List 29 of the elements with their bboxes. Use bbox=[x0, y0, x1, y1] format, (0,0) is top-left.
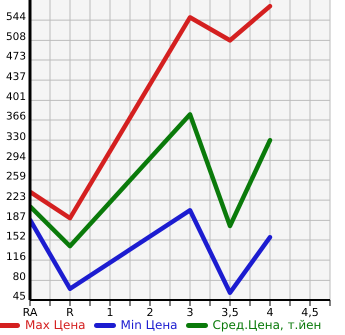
y-tick-label: 294 bbox=[6, 151, 26, 164]
y-tick-label: 330 bbox=[6, 130, 26, 143]
y-tick-label: 401 bbox=[6, 91, 26, 104]
y-tick-label: 45 bbox=[12, 290, 26, 303]
y-tick-label: 152 bbox=[6, 230, 26, 243]
y-tick-label: 544 bbox=[6, 10, 26, 23]
x-tick-label: 2 bbox=[146, 306, 154, 319]
y-tick-label: 366 bbox=[6, 110, 26, 123]
y-tick-label: 116 bbox=[6, 250, 26, 263]
y-tick-label: 473 bbox=[6, 50, 26, 63]
y-tick-label: 80 bbox=[12, 271, 26, 284]
x-tick-label: R bbox=[66, 306, 74, 319]
x-tick-label: 3 bbox=[186, 306, 194, 319]
y-tick-label: 508 bbox=[6, 31, 26, 44]
y-tick-label: 437 bbox=[6, 70, 26, 83]
legend-label: Min Цена bbox=[120, 318, 178, 332]
legend-label: Max Цена bbox=[24, 318, 86, 332]
line-series bbox=[30, 112, 272, 248]
y-tick-label: 259 bbox=[6, 170, 26, 183]
line-series bbox=[30, 208, 272, 295]
y-tick-label: 187 bbox=[6, 211, 26, 224]
x-tick-label: 4 bbox=[266, 306, 274, 319]
legend-label: Сред.Цена, т.йен bbox=[212, 318, 322, 332]
x-tick-label: 3,5 bbox=[221, 306, 239, 319]
x-tick-label: 4,5 bbox=[301, 306, 319, 319]
x-tick-label: RA bbox=[22, 306, 38, 319]
y-tick-label: 223 bbox=[6, 190, 26, 203]
line-series bbox=[30, 4, 272, 220]
x-tick-label: 1 bbox=[106, 306, 114, 319]
